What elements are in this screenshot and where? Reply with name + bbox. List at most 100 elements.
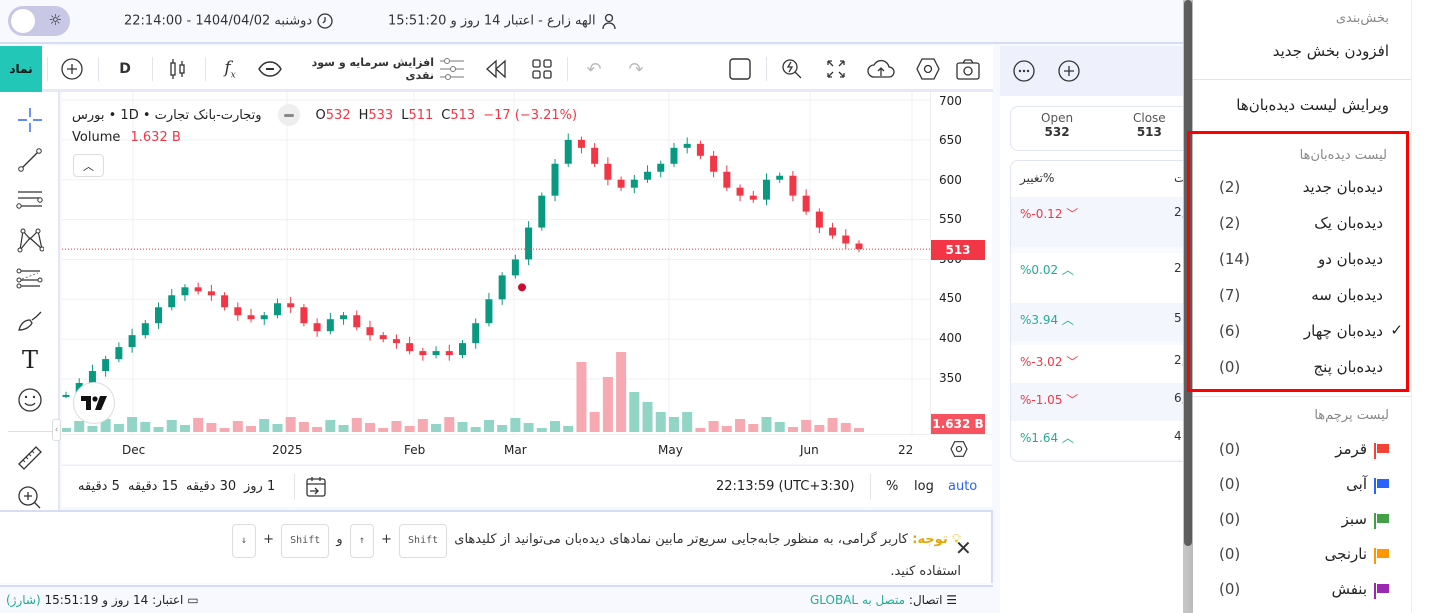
col-header-change[interactable]: تغییر% — [1020, 171, 1055, 185]
volume-label: Volume — [72, 130, 121, 145]
quick-search-button[interactable] — [778, 46, 806, 92]
fib-tool[interactable] — [14, 264, 46, 296]
range-30m[interactable]: 30 دقیقه — [186, 479, 237, 494]
value-cell: 2, — [1174, 205, 1186, 219]
watchlist-name: دیده‌بان یک — [1314, 214, 1383, 232]
collapse-legend-button[interactable]: ︿ — [73, 154, 104, 177]
trendline-icon — [18, 148, 42, 172]
screenshot-button[interactable] — [954, 46, 982, 92]
top-bar: ☼ دوشنبه 1404/04/02 - 22:14:00 الهه زارع… — [0, 0, 1185, 44]
clock-icon — [317, 13, 334, 29]
scrollbar-thumb[interactable] — [1184, 0, 1192, 546]
text-tool[interactable]: T — [14, 344, 46, 376]
charge-link[interactable]: (شارژ) — [6, 593, 41, 607]
flag-icon — [1373, 547, 1389, 564]
price-chart[interactable] — [62, 92, 930, 434]
open-close-card: Open 532 Close 513 — [1010, 106, 1210, 151]
sliders-icon — [440, 58, 464, 80]
add-symbol-button[interactable] — [58, 46, 86, 92]
watchlist-menu-item[interactable]: دیده‌بان دو (14) — [1193, 242, 1411, 278]
eye-button[interactable] — [256, 46, 284, 92]
time-tick: Jun — [800, 443, 819, 457]
table-row[interactable] — [1011, 253, 1209, 303]
table-row[interactable] — [1011, 383, 1209, 421]
drawing-toolbar: T ‹ — [0, 92, 61, 510]
theme-toggle[interactable]: ☼ — [8, 6, 70, 36]
sliders-button[interactable] — [438, 46, 466, 92]
range-15m[interactable]: 15 دقیقه — [128, 479, 179, 494]
watchlist-name: دیده‌بان چهار — [1303, 322, 1383, 340]
watchlist-panel: Open 532 Close 513 تغییر% ت %-0.12 ﹀ 2, %0.0… — [1000, 96, 1210, 613]
col-header-other[interactable]: ت — [1174, 171, 1186, 185]
ruler-tool[interactable] — [14, 442, 46, 474]
range-5m[interactable]: 5 دقیقه — [78, 479, 120, 494]
zoom-in-tool[interactable] — [14, 482, 46, 514]
pattern-tool[interactable] — [14, 224, 46, 256]
table-row[interactable] — [1011, 197, 1209, 247]
price-axis[interactable]: 700 650 600 550 500 450 400 350 513 1.63… — [930, 92, 992, 434]
emoji-tool[interactable] — [14, 384, 46, 416]
watchlist-menu-item[interactable]: دیده‌بان پنج (0) — [1193, 350, 1411, 386]
more-options-button[interactable] — [1012, 59, 1036, 86]
watchlist-menu-item[interactable]: دیده‌بان یک (2) — [1193, 206, 1411, 242]
indicators-button[interactable]: fx — [216, 46, 244, 92]
brush-tool[interactable] — [14, 304, 46, 336]
watchlist-scrollbar[interactable] — [1183, 0, 1193, 613]
watchlist-count: (6) — [1219, 322, 1241, 340]
credit-status: ▭ اعتبار: 14 روز و 15:51:19 (شارژ) — [6, 593, 199, 607]
watchlist-table: تغییر% ت %-0.12 ﹀ 2, %0.02 ︿ 2 %3.94 ︿ 5 %-3.0… — [1010, 160, 1210, 462]
add-to-watchlist-button[interactable] — [1057, 59, 1081, 86]
auto-toggle[interactable]: auto — [948, 479, 978, 494]
crosshair-tool[interactable] — [14, 104, 46, 136]
trendline-tool[interactable] — [14, 144, 46, 176]
symbol-button[interactable]: نماد — [0, 46, 42, 92]
hide-legend-button[interactable] — [277, 104, 300, 126]
redo-button[interactable]: ↷ — [622, 46, 650, 92]
edit-watchlists-item[interactable]: ویرایش لیست دیده‌بان‌ها — [1236, 96, 1389, 114]
percent-toggle[interactable]: % — [886, 479, 899, 494]
watchlist-menu-item[interactable]: دیده‌بان سه (7) — [1193, 278, 1411, 314]
cloud-save-button[interactable] — [866, 46, 896, 92]
goto-date-button[interactable] — [304, 475, 328, 502]
watchlist-count: (2) — [1219, 214, 1241, 232]
flag-count: (0) — [1219, 475, 1241, 493]
clock-timezone[interactable]: 22:13:59 (UTC+3:30) — [716, 479, 855, 494]
table-row[interactable] — [1011, 421, 1209, 459]
interval-button[interactable]: D — [119, 61, 131, 77]
text-icon: T — [21, 346, 38, 374]
table-row[interactable] — [1011, 345, 1209, 383]
watchlist-count: (7) — [1219, 286, 1241, 304]
settings-button[interactable] — [914, 46, 942, 92]
flag-icon — [1373, 512, 1389, 529]
watchlist-menu-item[interactable]: دیده‌بان چهار (6) ✓ — [1193, 314, 1411, 350]
chart-type-button[interactable] — [164, 46, 192, 92]
watchlist-name: دیده‌بان پنج — [1313, 358, 1384, 376]
log-toggle[interactable]: log — [914, 479, 934, 494]
rectangle-button[interactable] — [726, 46, 754, 92]
fullscreen-button[interactable] — [822, 46, 850, 92]
user-info[interactable]: الهه زارع - اعتبار 14 روز و 15:51:20 — [388, 12, 618, 30]
capital-increase-button[interactable]: افزایش سرمایه و سود نقدی — [311, 56, 434, 82]
collapse-toolbar-handle[interactable]: ‹ — [52, 419, 61, 441]
flag-menu-item[interactable]: سبز (0) — [1193, 502, 1411, 538]
volume-tag: 1.632 B — [931, 414, 985, 434]
range-1d[interactable]: 1 روز — [244, 479, 276, 494]
replay-button[interactable] — [482, 46, 510, 92]
undo-button[interactable]: ↶ — [580, 46, 608, 92]
flag-icon — [1373, 442, 1389, 459]
flag-menu-item[interactable]: قرمز (0) — [1193, 432, 1411, 468]
watchlist-menu-item[interactable]: دیده‌بان جدید (2) — [1193, 170, 1411, 206]
check-icon: ✓ — [1390, 321, 1403, 339]
price-tick: 650 — [939, 133, 962, 147]
layouts-button[interactable] — [528, 46, 556, 92]
flag-menu-item[interactable]: بنفش (0) — [1193, 572, 1411, 608]
tradingview-logo[interactable] — [73, 382, 115, 424]
table-row[interactable] — [1011, 303, 1209, 341]
flag-menu-item[interactable]: نارنجی (0) — [1193, 537, 1411, 573]
flag-menu-item[interactable]: آبی (0) — [1193, 467, 1411, 503]
axis-settings-button[interactable] — [950, 441, 968, 460]
add-section-item[interactable]: افزودن بخش جدید — [1272, 42, 1389, 60]
parallel-lines-tool[interactable] — [14, 184, 46, 216]
close-notice-button[interactable]: ✕ — [955, 536, 972, 560]
time-axis[interactable]: Dec 2025 Feb Mar May Jun 22 — [62, 434, 992, 464]
